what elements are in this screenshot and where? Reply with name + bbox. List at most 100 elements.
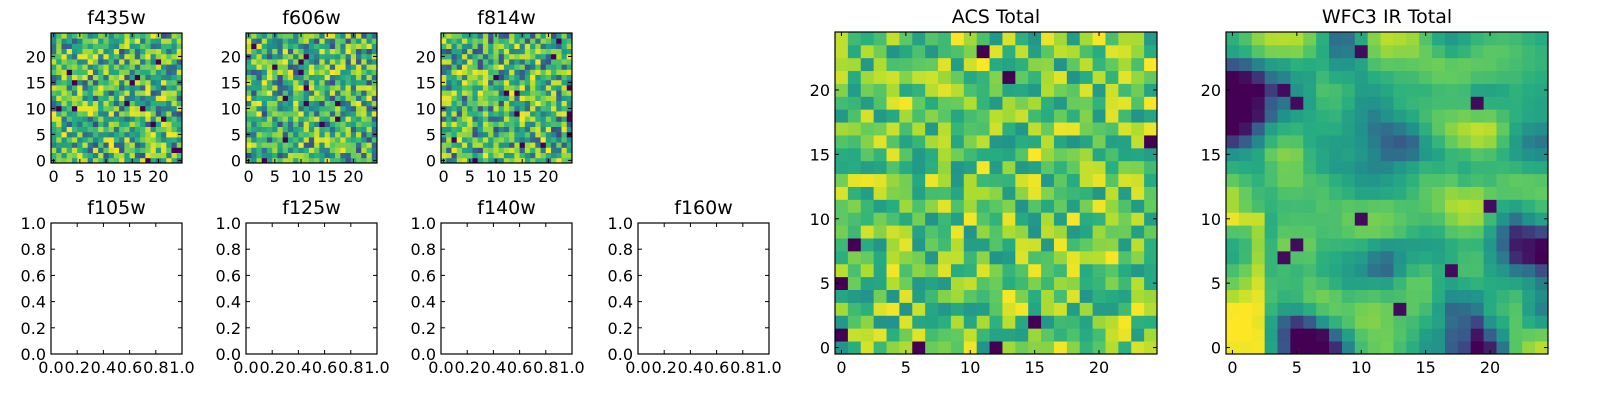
- heatmap-cell: [524, 79, 531, 86]
- heatmap-cell: [556, 64, 562, 70]
- heatmap-cell: [835, 212, 849, 226]
- heatmap-cell: [873, 276, 887, 290]
- heatmap-cell: [1316, 160, 1330, 175]
- heatmap-cell: [103, 111, 110, 117]
- heatmap-cell: [1238, 199, 1253, 213]
- heatmap-cell: [134, 137, 141, 143]
- heatmap-cell: [1092, 109, 1106, 123]
- heatmap-cell: [545, 121, 552, 127]
- heatmap-cell: [530, 43, 536, 49]
- heatmap-cell: [1316, 83, 1330, 97]
- heatmap-cell: [129, 105, 136, 112]
- heatmap-cell: [472, 142, 479, 148]
- heatmap-cell: [155, 85, 162, 91]
- heatmap-cell: [524, 147, 531, 153]
- heatmap-cell: [530, 126, 536, 133]
- heatmap-cell: [1380, 83, 1394, 97]
- heatmap-cell: [493, 121, 500, 127]
- heatmap-cell: [899, 328, 913, 342]
- heatmap-cell: [477, 111, 484, 117]
- heatmap-cell: [1535, 160, 1549, 175]
- heatmap-cell: [1380, 341, 1394, 355]
- heatmap-cell: [155, 121, 162, 127]
- heatmap-cell: [1354, 315, 1369, 329]
- heatmap-cell: [1066, 341, 1081, 355]
- heatmap-cell: [899, 289, 913, 303]
- heatmap-cell: [277, 116, 284, 122]
- heatmap-cell: [350, 64, 357, 70]
- heatmap-cells: [441, 33, 573, 164]
- heatmap-cell: [899, 173, 913, 187]
- heatmap-cell: [277, 157, 284, 164]
- heatmap-cell: [1470, 276, 1484, 290]
- heatmap-cell: [366, 38, 373, 44]
- heatmap-cell: [1144, 212, 1158, 226]
- heatmap-cell: [1483, 83, 1497, 97]
- heatmap-cell: [446, 90, 452, 96]
- heatmap-cell: [1380, 57, 1394, 72]
- heatmap-cell: [556, 59, 562, 65]
- heatmap-cell: [308, 152, 315, 159]
- heatmap-cell: [561, 95, 568, 101]
- heatmap-cell: [1509, 250, 1523, 265]
- heatmap-cell: [303, 137, 310, 143]
- heatmap-cell: [329, 142, 336, 148]
- heatmap-cell: [1341, 199, 1356, 213]
- heatmap-cell: [329, 100, 336, 107]
- heatmap-cell: [287, 142, 294, 148]
- heatmap-cell: [319, 105, 325, 112]
- heatmap-cell: [256, 131, 263, 138]
- heatmap-cell: [92, 121, 99, 127]
- heatmap-cell: [950, 70, 965, 84]
- heatmap-cell: [1264, 289, 1278, 303]
- heatmap-cell: [503, 116, 510, 122]
- heatmap-cell: [303, 111, 310, 117]
- heatmap-cell: [1419, 225, 1433, 239]
- heatmap-cell: [509, 100, 515, 107]
- heatmap-cell: [1053, 263, 1068, 278]
- heatmap-cell: [129, 85, 136, 91]
- heatmap-cell: [1002, 32, 1016, 46]
- heatmap-cell: [119, 126, 125, 133]
- heatmap-cell: [545, 59, 552, 65]
- heatmap-cell: [1118, 32, 1132, 46]
- heatmap-cell: [1329, 147, 1343, 162]
- heatmap-cell: [1066, 276, 1081, 290]
- heatmap-cell: [308, 100, 315, 107]
- y-tick-label: 0.0: [411, 345, 436, 364]
- heatmap-cell: [176, 74, 183, 81]
- heatmap-cell: [1079, 83, 1093, 97]
- heatmap-cell: [1290, 70, 1304, 84]
- heatmap-cell: [319, 121, 325, 127]
- heatmap-cell: [524, 131, 531, 138]
- heatmap-cell: [1131, 302, 1145, 316]
- heatmap-cell: [1118, 160, 1132, 175]
- heatmap-cell: [277, 38, 284, 44]
- heatmap-cell: [1264, 57, 1278, 72]
- heatmap-cell: [1079, 302, 1093, 316]
- heatmap-cell: [446, 95, 452, 101]
- heatmap-cell: [314, 90, 320, 96]
- heatmap-cell: [1015, 263, 1029, 278]
- heatmap-cell: [886, 147, 900, 162]
- heatmap-cell: [1264, 186, 1278, 200]
- heatmap-cell: [1380, 328, 1394, 342]
- heatmap-cell: [1303, 186, 1317, 200]
- heatmap-cell: [176, 111, 183, 117]
- heatmap-cell: [551, 121, 557, 127]
- x-tick-label: 10: [1351, 358, 1371, 377]
- heatmap-cell: [847, 238, 862, 252]
- heatmap-cell: [150, 137, 157, 143]
- heatmap-cell: [266, 79, 273, 86]
- heatmap-cell: [166, 43, 172, 49]
- heatmap-cell: [345, 111, 352, 117]
- heatmap-cell: [1509, 109, 1523, 123]
- heatmap-cell: [129, 64, 136, 70]
- heatmap-cell: [350, 100, 357, 107]
- heatmap-cell: [1118, 57, 1132, 72]
- heatmap-cell: [272, 105, 278, 112]
- heatmap-cell: [1354, 302, 1369, 316]
- heatmap-cell: [176, 95, 183, 101]
- heatmap-cell: [1380, 147, 1394, 162]
- heatmap-cell: [1496, 70, 1510, 84]
